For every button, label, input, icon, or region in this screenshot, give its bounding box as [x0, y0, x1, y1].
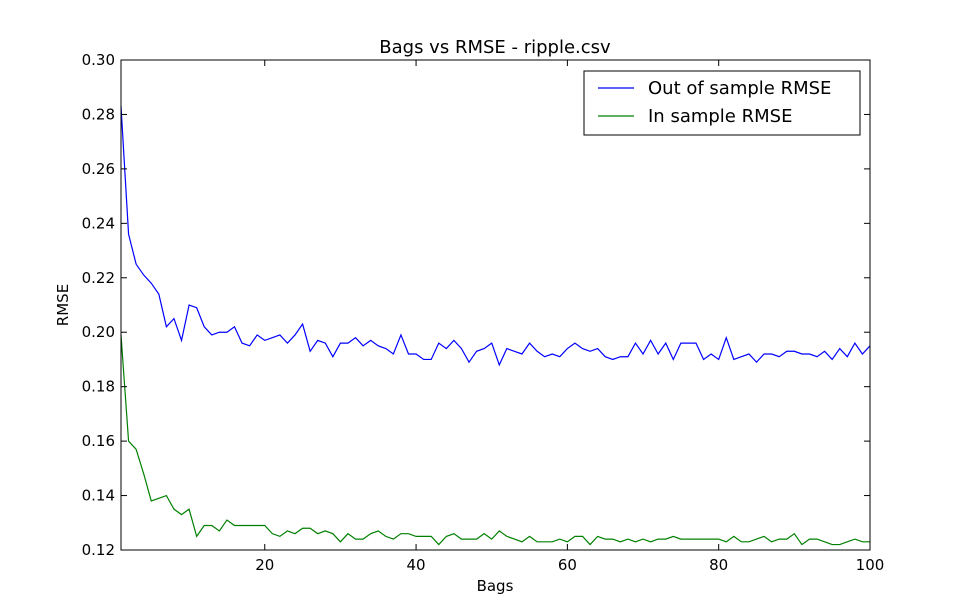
x-tick-label: 100: [856, 556, 885, 574]
y-tick-label: 0.12: [82, 541, 115, 559]
legend-box: [583, 70, 861, 136]
y-tick-label: 0.30: [82, 51, 115, 69]
y-tick-label: 0.24: [82, 214, 115, 232]
y-tick-label: 0.16: [82, 432, 115, 450]
ticks-layer: 20 40 60 80 100 0.12 0.14 0.16 0.18 0.20 0.22 0.24 0…: [82, 51, 885, 574]
x-tick-label: 80: [709, 556, 728, 574]
y-tick-label: 0.28: [82, 105, 115, 123]
y-tick-label: 0.26: [82, 160, 115, 178]
y-axis-label: RMSE: [54, 284, 72, 326]
legend-label-in-sample: In sample RMSE: [648, 106, 792, 127]
x-tick-label: 40: [407, 556, 426, 574]
y-tick-label: 0.22: [82, 269, 115, 287]
legend: Out of sample RMSE In sample RMSE: [583, 70, 861, 136]
legend-label-out-of-sample: Out of sample RMSE: [648, 78, 831, 99]
series-line-0: [120, 106, 871, 367]
x-axis-label: Bags: [477, 577, 514, 595]
x-tick-label: 60: [558, 556, 577, 574]
chart-title: Bags vs RMSE - ripple.csv: [379, 37, 611, 58]
y-tick-label: 0.20: [82, 323, 115, 341]
y-tick-label: 0.18: [82, 378, 115, 396]
series-line-1: [120, 334, 870, 546]
y-tick-label: 0.14: [82, 487, 115, 505]
x-tick-label: 20: [255, 556, 274, 574]
series-layer: [120, 106, 871, 546]
plot-frame: [120, 59, 871, 551]
